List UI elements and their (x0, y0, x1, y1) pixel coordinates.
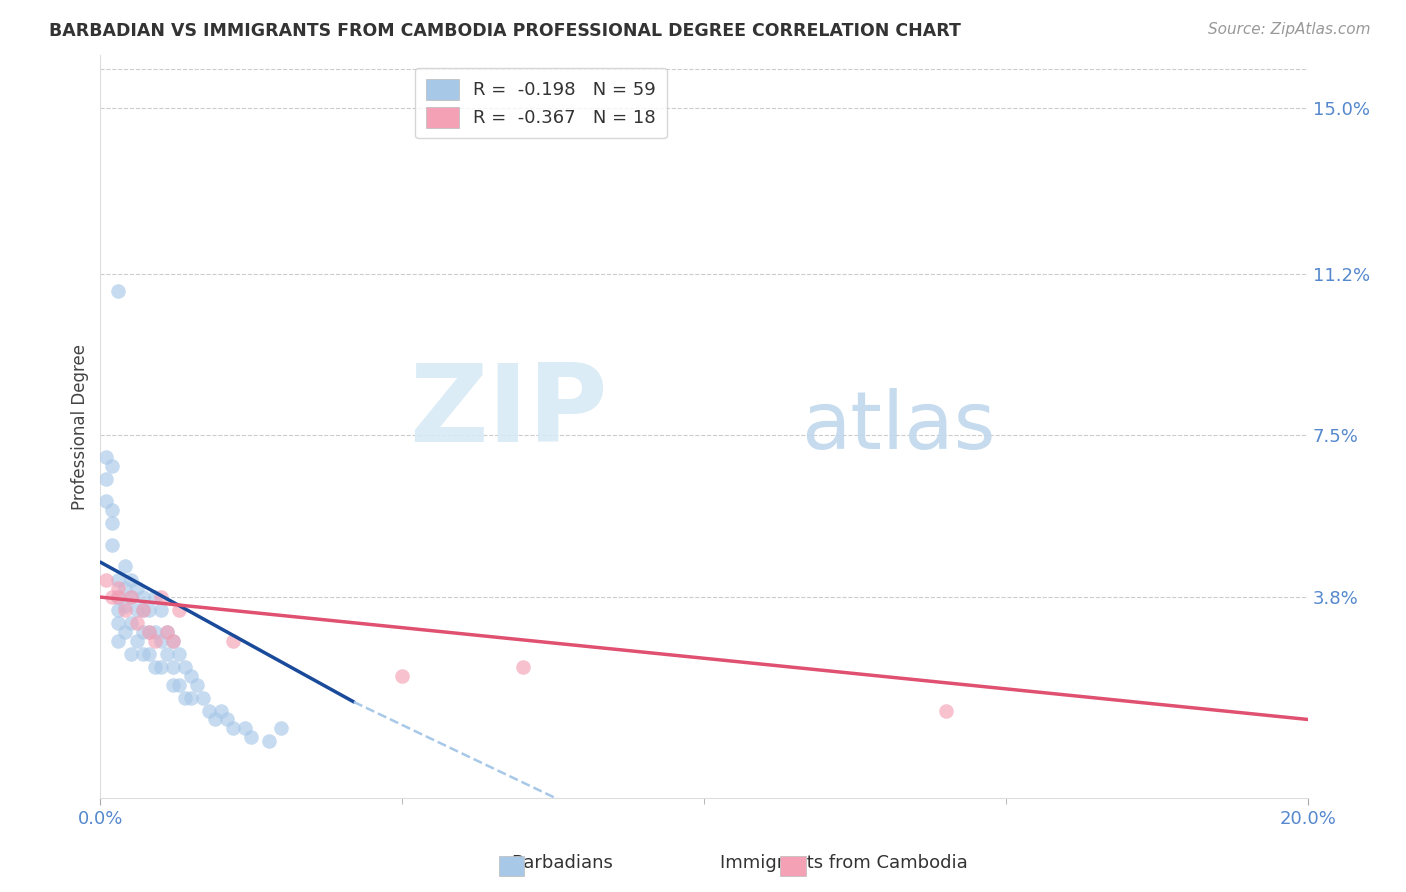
Text: Immigrants from Cambodia: Immigrants from Cambodia (720, 855, 967, 872)
Point (96, 472, 118, 486)
Point (222, 633, 245, 648)
Point (143, 625, 166, 640)
Point (107, 590, 129, 604)
Point (96, 573, 118, 587)
Point (156, 625, 179, 640)
Point (156, 625, 179, 640)
Text: ZIP: ZIP (409, 359, 607, 465)
Point (114, 625, 136, 640)
Point (198, 704, 221, 718)
Point (96, 450, 118, 465)
Text: Source: ZipAtlas.com: Source: ZipAtlas.com (1208, 22, 1371, 37)
Point (101, 590, 124, 604)
Text: atlas: atlas (801, 388, 995, 466)
Point (114, 559, 136, 574)
Point (935, 704, 957, 718)
Point (120, 590, 142, 604)
Point (143, 590, 166, 604)
Point (240, 730, 263, 744)
Point (270, 721, 292, 735)
Point (120, 573, 142, 587)
Point (96, 494, 118, 508)
Point (180, 690, 202, 705)
Point (143, 660, 166, 674)
Point (162, 677, 184, 691)
Point (125, 603, 148, 617)
Point (149, 603, 172, 617)
Point (131, 603, 153, 617)
Point (149, 633, 172, 648)
Point (167, 647, 190, 661)
Point (101, 458, 124, 473)
Point (186, 677, 208, 691)
Text: BARBADIAN VS IMMIGRANTS FROM CAMBODIA PROFESSIONAL DEGREE CORRELATION CHART: BARBADIAN VS IMMIGRANTS FROM CAMBODIA PR… (49, 22, 962, 40)
Point (107, 590, 129, 604)
Point (101, 502, 124, 516)
Point (156, 647, 179, 661)
Point (125, 633, 148, 648)
Point (107, 616, 129, 631)
Point (173, 660, 195, 674)
Point (512, 660, 534, 674)
Point (162, 633, 184, 648)
Point (143, 633, 166, 648)
Point (107, 284, 129, 298)
Point (114, 599, 136, 613)
Legend: R =  -0.198   N = 59, R =  -0.367   N = 18: R = -0.198 N = 59, R = -0.367 N = 18 (415, 68, 666, 138)
Point (138, 647, 160, 661)
Point (191, 690, 214, 705)
Point (107, 603, 129, 617)
Point (120, 590, 142, 604)
Point (209, 704, 232, 718)
Point (101, 516, 124, 530)
Point (222, 721, 245, 735)
Y-axis label: Professional Degree: Professional Degree (72, 343, 89, 509)
Point (149, 590, 172, 604)
Point (180, 669, 202, 683)
Point (173, 690, 195, 705)
Point (162, 660, 184, 674)
Point (125, 582, 148, 596)
Point (101, 538, 124, 552)
Point (217, 713, 239, 727)
Point (125, 616, 148, 631)
Point (107, 573, 129, 587)
Text: Barbadians: Barbadians (512, 855, 613, 872)
Point (259, 734, 281, 748)
Point (138, 625, 160, 640)
Point (233, 721, 256, 735)
Point (131, 625, 153, 640)
Point (114, 582, 136, 596)
Point (107, 633, 129, 648)
Point (120, 616, 142, 631)
Point (391, 669, 413, 683)
Point (138, 603, 160, 617)
Point (120, 647, 142, 661)
Point (107, 582, 129, 596)
Point (149, 660, 172, 674)
Point (114, 603, 136, 617)
Point (138, 625, 160, 640)
Point (204, 713, 226, 727)
Point (131, 647, 153, 661)
Point (167, 677, 190, 691)
Point (167, 603, 190, 617)
Point (131, 603, 153, 617)
Point (162, 633, 184, 648)
Point (131, 590, 153, 604)
